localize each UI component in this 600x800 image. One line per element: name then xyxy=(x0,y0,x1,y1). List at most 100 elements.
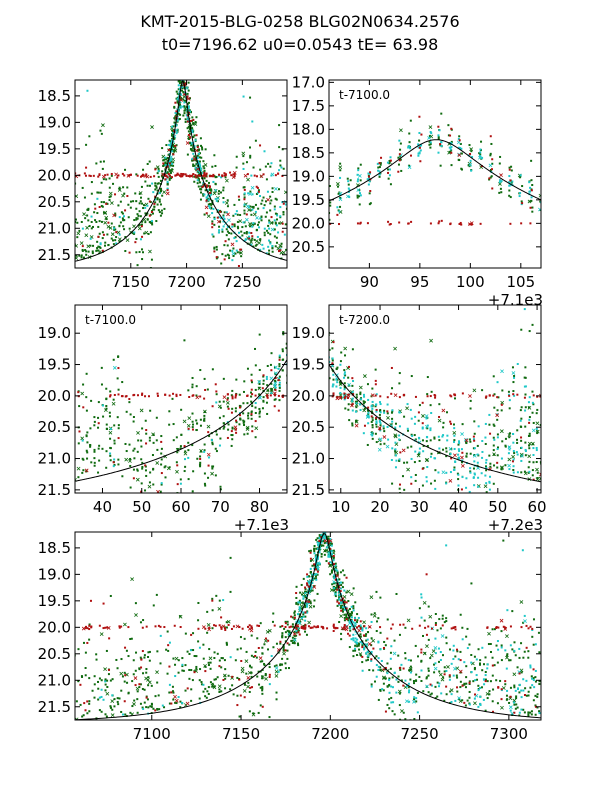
data-point-kmts xyxy=(227,218,231,223)
data-point-kmts xyxy=(410,476,413,479)
data-point-kmts xyxy=(183,458,186,461)
data-point-kmtc xyxy=(307,620,312,625)
data-point-kmtc xyxy=(192,423,195,426)
data-point-kmtc xyxy=(339,571,342,574)
data-point-kmts xyxy=(352,621,355,624)
data-point-kmtc xyxy=(131,232,134,235)
data-point-kmts xyxy=(160,482,163,485)
data-point-kmtc xyxy=(538,683,541,686)
data-point-kmtc xyxy=(175,144,178,147)
data-point-kmtc xyxy=(447,124,450,127)
data-point-kmts xyxy=(370,685,373,688)
data-point-kmta xyxy=(121,395,124,398)
data-point-kmts xyxy=(265,252,268,255)
data-point-kmtc xyxy=(154,695,157,698)
data-point-kmtc xyxy=(93,203,96,206)
data-point-kmtc xyxy=(459,680,462,683)
data-point-kmtc xyxy=(359,654,362,657)
data-point-kmtc xyxy=(235,155,238,158)
data-point-kmtc xyxy=(80,220,83,223)
data-point-kmtc xyxy=(304,615,307,618)
data-point-kmts xyxy=(445,482,448,485)
data-point-kmts xyxy=(534,643,537,646)
data-point-kmtc xyxy=(240,255,243,258)
data-point-kmtc xyxy=(179,445,182,448)
data-point-kmts xyxy=(306,603,309,606)
data-point-kmta xyxy=(529,222,532,225)
data-point-kmtc xyxy=(265,211,268,214)
data-point-kmtc xyxy=(365,633,368,636)
data-point-kmta xyxy=(345,601,348,604)
data-point-kmts xyxy=(222,220,225,223)
data-point-kmts xyxy=(166,187,169,190)
data-point-kmtc xyxy=(278,363,281,366)
data-point-kmtc xyxy=(386,412,389,415)
data-point-kmtc xyxy=(260,202,263,205)
data-point-kmtc xyxy=(534,694,537,697)
data-point-kmtc xyxy=(520,328,523,331)
data-point-kmtc xyxy=(371,432,374,435)
data-point-kmta xyxy=(167,173,170,176)
data-point-kmts xyxy=(332,383,335,386)
data-point-kmta xyxy=(224,240,227,243)
data-point-kmtc xyxy=(371,638,376,643)
data-point-kmta xyxy=(106,626,109,629)
data-point-kmts xyxy=(486,667,489,670)
data-point-kmtc xyxy=(261,646,264,649)
data-point-kmtc xyxy=(226,205,229,208)
data-point-kmtc xyxy=(383,430,386,433)
data-point-kmtc xyxy=(351,348,354,351)
data-point-kmtc xyxy=(208,656,213,661)
data-point-kmta xyxy=(211,405,214,408)
data-point-kmtc xyxy=(336,604,339,607)
data-point-kmtc xyxy=(192,163,195,166)
data-point-kmts xyxy=(298,622,301,625)
data-point-kmtc xyxy=(349,629,352,632)
data-point-kmtc xyxy=(395,526,397,528)
data-point-kmtc xyxy=(468,696,471,699)
data-point-kmta xyxy=(429,683,432,686)
data-point-kmtc xyxy=(343,613,346,616)
data-point-kmtc xyxy=(324,500,326,502)
data-point-kmta xyxy=(399,483,402,486)
data-point-kmtc xyxy=(463,682,466,685)
data-point-kmts xyxy=(413,422,416,425)
data-point-kmtc xyxy=(486,680,489,683)
data-point-kmtc xyxy=(181,62,183,64)
data-point-kmtc xyxy=(208,648,211,651)
data-point-kmts xyxy=(448,446,453,451)
data-point-kmta xyxy=(397,170,400,173)
data-point-kmts xyxy=(268,227,271,230)
data-point-kmts xyxy=(206,194,209,197)
data-point-kmtc xyxy=(219,437,222,440)
data-point-kmtc xyxy=(302,624,305,627)
data-point-kmtc xyxy=(285,347,287,350)
data-point-kmtc xyxy=(117,388,120,391)
data-point-kmtc xyxy=(266,384,269,387)
x-tick-label: 60 xyxy=(528,498,547,516)
data-point-kmta xyxy=(399,623,402,626)
data-point-kmtc xyxy=(512,469,515,472)
data-point-kmtc xyxy=(491,656,494,659)
data-point-kmtc xyxy=(440,112,443,115)
data-point-kmts xyxy=(112,465,115,468)
data-point-kmtc xyxy=(181,73,183,75)
data-point-kmta xyxy=(438,415,441,418)
data-point-kmts xyxy=(441,435,444,438)
data-point-kmtc xyxy=(513,686,516,689)
data-point-kmta xyxy=(326,529,328,531)
data-point-kmts xyxy=(459,147,462,150)
data-point-kmtc xyxy=(206,424,211,429)
data-point-kmtc xyxy=(327,538,330,541)
data-point-kmtc xyxy=(226,253,229,256)
data-point-kmts xyxy=(222,599,225,602)
data-point-kmtc xyxy=(322,544,325,547)
data-point-kmtc xyxy=(332,575,335,578)
data-point-kmts xyxy=(333,577,336,580)
data-point-kmtc xyxy=(181,77,183,79)
data-point-kmtc xyxy=(257,207,260,210)
data-point-kmtc xyxy=(361,661,364,664)
data-point-kmtc xyxy=(355,393,358,396)
data-point-kmtc xyxy=(248,710,251,713)
data-point-kmts xyxy=(165,178,168,181)
